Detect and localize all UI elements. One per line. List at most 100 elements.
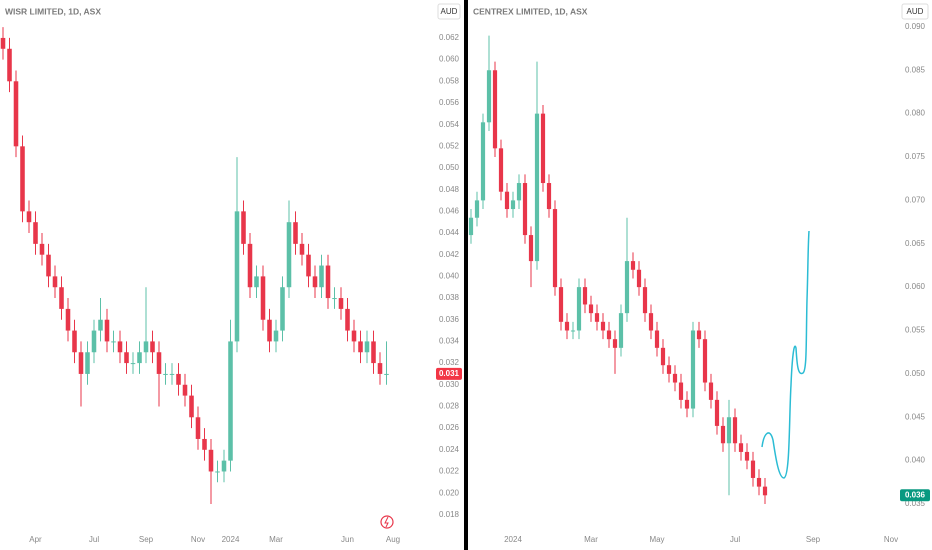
candle-body — [708, 382, 714, 400]
candle-body — [486, 70, 492, 123]
candle-body — [468, 217, 474, 236]
y-tick-label: 0.065 — [905, 239, 926, 248]
candle-body — [20, 146, 25, 212]
y-tick-label: 0.040 — [905, 456, 926, 465]
y-tick-label: 0.048 — [439, 185, 460, 194]
candle-body — [552, 209, 558, 288]
candle-body — [546, 183, 552, 210]
candle-body — [189, 395, 194, 418]
candle-body — [72, 330, 77, 353]
y-tick-label: 0.036 — [439, 315, 460, 324]
y-tick-label: 0.030 — [439, 380, 460, 389]
candle-body — [351, 330, 357, 342]
alert-bolt[interactable] — [384, 516, 389, 528]
candle-body — [492, 70, 498, 149]
candle-body — [78, 352, 84, 374]
currency: AUD — [907, 7, 924, 16]
candle-body — [7, 48, 12, 82]
candle-body — [732, 417, 738, 444]
candle-body — [345, 308, 350, 331]
candle-body — [756, 477, 762, 487]
candle-body — [46, 254, 51, 277]
candle-body — [33, 222, 38, 244]
candle-body — [377, 363, 383, 374]
candle-body — [720, 425, 726, 444]
candle-body — [630, 261, 636, 270]
candle-body — [241, 211, 246, 244]
candle-body — [156, 352, 162, 374]
candle-body — [582, 287, 588, 305]
candle-body — [267, 319, 272, 342]
candle-body — [98, 319, 103, 331]
candle-body — [182, 384, 188, 396]
candle-body — [13, 81, 19, 147]
candle-body — [143, 341, 149, 353]
candle-body — [510, 200, 516, 210]
y-tick-label: 0.052 — [439, 141, 460, 150]
candle-body — [666, 365, 672, 374]
alert-circle[interactable] — [380, 515, 394, 529]
y-tick-label: 0.075 — [905, 152, 926, 161]
candle-body — [594, 313, 600, 322]
candle-body — [39, 243, 45, 255]
candle-body — [234, 211, 240, 342]
candle-body — [312, 276, 318, 288]
x-tick-label: Nov — [884, 535, 898, 544]
candle-body — [364, 341, 370, 353]
y-tick-label: 0.042 — [439, 250, 460, 259]
candle-body — [522, 183, 528, 236]
x-tick-label: Jun — [341, 535, 354, 544]
candle-body — [684, 399, 690, 409]
candle-body — [690, 330, 696, 409]
chart-title: CENTREX LIMITED, 1D, ASX — [473, 6, 588, 16]
price-tag: 0.031 — [439, 369, 460, 378]
currency-box — [901, 3, 929, 20]
y-tick-label: 0.022 — [439, 467, 460, 476]
candle-body — [714, 399, 720, 426]
candle-body — [600, 321, 606, 331]
candle-body — [215, 471, 220, 473]
candle-body — [618, 313, 624, 348]
candle-body — [306, 254, 311, 277]
candle-body — [480, 122, 486, 201]
x-tick-label: May — [649, 535, 664, 544]
candle-body — [319, 265, 324, 288]
y-tick-label: 0.026 — [439, 423, 460, 432]
candle-body — [26, 211, 32, 223]
candle-body — [247, 243, 253, 288]
candle-body — [750, 460, 756, 478]
y-tick-label: 0.040 — [439, 271, 460, 280]
y-tick-label: 0.070 — [905, 195, 926, 204]
candle-body — [612, 339, 618, 348]
candle-body — [150, 341, 155, 353]
candle-body — [576, 287, 582, 331]
y-tick-label: 0.034 — [439, 337, 460, 346]
candle-body — [137, 352, 142, 364]
candle-body — [85, 352, 90, 374]
candle-body — [672, 373, 678, 383]
candle-body — [280, 287, 285, 331]
y-tick-label: 0.055 — [905, 326, 926, 335]
alert-icon[interactable] — [380, 515, 394, 529]
candle-body — [606, 330, 612, 340]
x-tick-label: Jul — [730, 535, 740, 544]
candle-body — [52, 276, 58, 288]
candle-body — [624, 261, 630, 314]
candle-body — [516, 183, 522, 201]
price-tag: 0.036 — [905, 490, 926, 499]
candle-body — [504, 191, 510, 210]
candle-body — [570, 330, 576, 332]
candle-body — [195, 417, 201, 439]
chart-panel: 0.018 0.020 0.022 0.024 0.026 0.028 0.030 0.032… — [0, 3, 462, 544]
y-tick-label: 0.046 — [439, 206, 460, 215]
candle-body — [130, 363, 136, 365]
candle-body — [65, 308, 71, 331]
candle-body — [642, 287, 648, 314]
x-tick-label: Mar — [584, 535, 598, 544]
drawn-projection — [761, 230, 810, 479]
x-tick-label: Apr — [29, 535, 42, 544]
candle-body — [59, 287, 64, 309]
y-tick-label: 0.020 — [439, 488, 460, 497]
